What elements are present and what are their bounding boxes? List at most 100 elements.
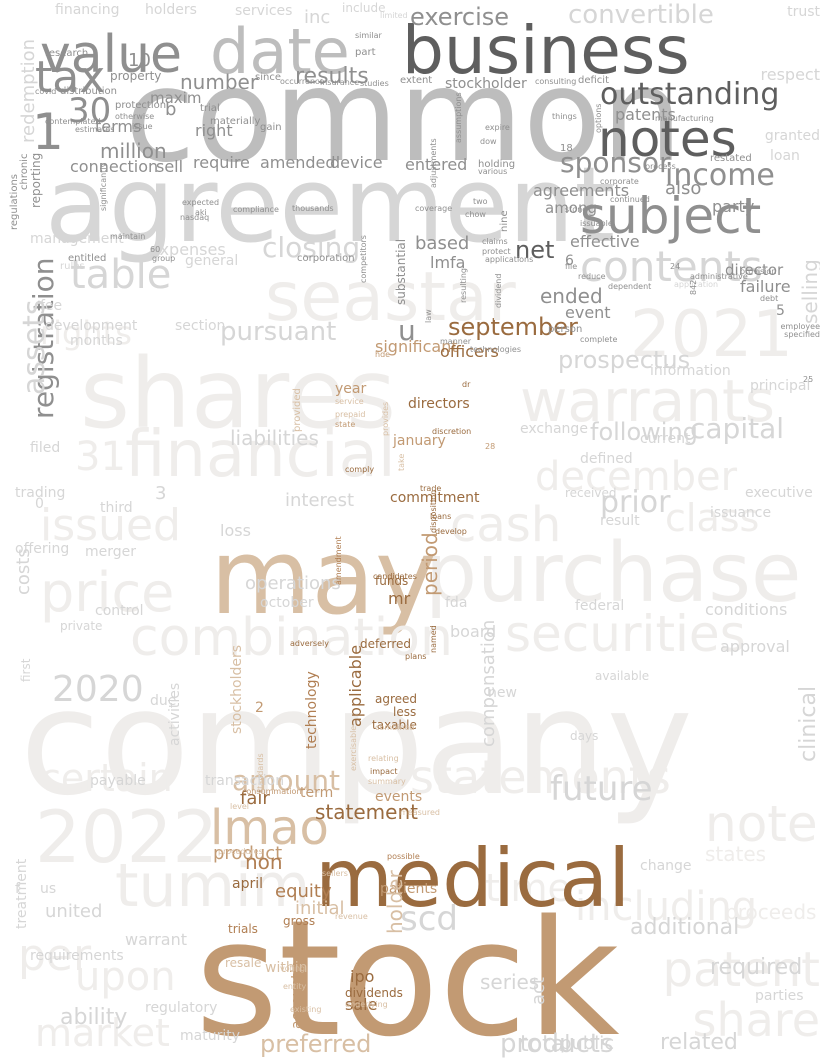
word-year: year: [335, 380, 367, 397]
word-competitors: competitors: [359, 235, 368, 284]
word-interest: interest: [285, 490, 355, 512]
word-management: management: [30, 230, 124, 247]
word-summary: summary: [368, 777, 406, 787]
word-compliance: compliance: [233, 205, 279, 215]
word-liabilities: liabilities: [230, 425, 319, 450]
word-conditions: conditions: [705, 599, 788, 619]
word-25: 25: [803, 375, 814, 385]
word-directors: directors: [408, 395, 470, 412]
word-include: include: [342, 1, 386, 16]
word-corporation: corporation: [297, 252, 355, 264]
word-administrative: administrative: [690, 272, 748, 282]
word-officers: officers: [440, 341, 499, 361]
word-exchange: exchange: [520, 420, 588, 437]
word-1: 1: [32, 103, 64, 161]
word-term: term: [300, 784, 334, 801]
word-clinical: clinical: [796, 685, 820, 762]
word-process: process: [645, 162, 676, 172]
word-following: following: [590, 418, 698, 447]
word-dependent: dependent: [608, 282, 652, 292]
word-agreements: agreements: [533, 180, 630, 200]
word-commitment: commitment: [390, 489, 480, 506]
word-protect: protect: [482, 247, 511, 257]
word-outstanding: outstanding: [600, 77, 780, 113]
word-net: net: [515, 236, 555, 265]
word-842: 842: [689, 280, 698, 296]
word-december: december: [535, 454, 738, 501]
word-equity: equity: [275, 881, 332, 903]
word-substantial: substantial: [394, 239, 408, 306]
word-effective: effective: [570, 231, 640, 251]
word-lmao: lmao: [210, 799, 329, 856]
word-exercise: exercise: [410, 3, 510, 32]
word-5: 5: [776, 302, 785, 319]
word-value: value: [40, 25, 183, 86]
word-class: class: [665, 495, 760, 540]
word-application: application: [674, 280, 719, 290]
word-product: product: [213, 843, 283, 865]
word-treatment: treatment: [14, 858, 30, 929]
word-resulting: resulting: [459, 268, 468, 304]
word-convertible: convertible: [568, 0, 714, 30]
word-maxim: maxim: [150, 88, 202, 107]
word-trial: trial: [200, 102, 220, 114]
word-within: within: [265, 959, 308, 976]
word-note: note: [705, 795, 818, 853]
word-required: required: [710, 954, 803, 980]
word-compensation: compensation: [478, 619, 499, 748]
word-3: 3: [155, 483, 167, 505]
word-dividend: dividend: [494, 274, 503, 309]
word-seastar: seastar: [265, 258, 516, 338]
word-file: file: [565, 262, 578, 272]
word-company: company: [20, 658, 693, 829]
word-terms: terms: [95, 116, 142, 136]
word-september: september: [448, 313, 578, 342]
word-continued: continued: [610, 195, 650, 205]
word-tax: tax: [35, 51, 106, 103]
word-board: board: [450, 621, 497, 641]
word-ability: ability: [60, 1004, 128, 1030]
word-medical: medical: [315, 832, 631, 926]
word-results: results: [295, 63, 369, 89]
word-comply: comply: [345, 465, 375, 475]
word-market: market: [35, 1010, 170, 1055]
word-things: things: [552, 112, 577, 122]
word-rights: rights: [40, 313, 132, 352]
word-assumptions: assumptions: [454, 92, 463, 144]
word-procedures: procedures: [218, 847, 263, 857]
word-inc: inc: [304, 7, 331, 29]
word-patents: patents: [615, 104, 676, 124]
word-provision: provision: [740, 267, 777, 277]
word-combined: combined: [375, 723, 415, 733]
word-time: time: [485, 865, 571, 910]
word-measured: measured: [400, 808, 440, 818]
word-approval: approval: [720, 636, 790, 656]
word-insurance: insurance: [320, 78, 360, 88]
word-loans: loans: [430, 512, 452, 522]
word-fee: fee: [40, 297, 63, 314]
word-provides: provides: [381, 402, 390, 437]
word-technologies: technologies: [470, 345, 521, 355]
word-contents: contents: [580, 241, 763, 291]
word-available: available: [595, 669, 650, 684]
word-otherwise: otherwise: [115, 112, 155, 122]
word-entered: entered: [405, 154, 468, 174]
word-private: private: [60, 619, 103, 634]
word-merger: merger: [85, 543, 137, 560]
word-stockholder: stockholder: [445, 75, 527, 92]
word-reduce: reduce: [578, 272, 606, 282]
word-additional: additional: [630, 914, 740, 940]
word-products: products: [500, 1028, 614, 1059]
word-party: party: [712, 196, 755, 216]
word-due: due: [150, 692, 177, 709]
word-plans: plans: [405, 652, 427, 662]
word-part: part: [355, 46, 376, 58]
word-agreement: agreement: [45, 143, 616, 266]
word-financial: financial: [125, 417, 396, 492]
word-also: also: [665, 178, 702, 200]
word-regulatory: regulatory: [145, 999, 218, 1016]
word-various: various: [478, 167, 508, 177]
word-b: b: [165, 99, 177, 121]
word-expected: expected: [182, 198, 220, 208]
word-proceeds: proceeds: [725, 899, 817, 924]
